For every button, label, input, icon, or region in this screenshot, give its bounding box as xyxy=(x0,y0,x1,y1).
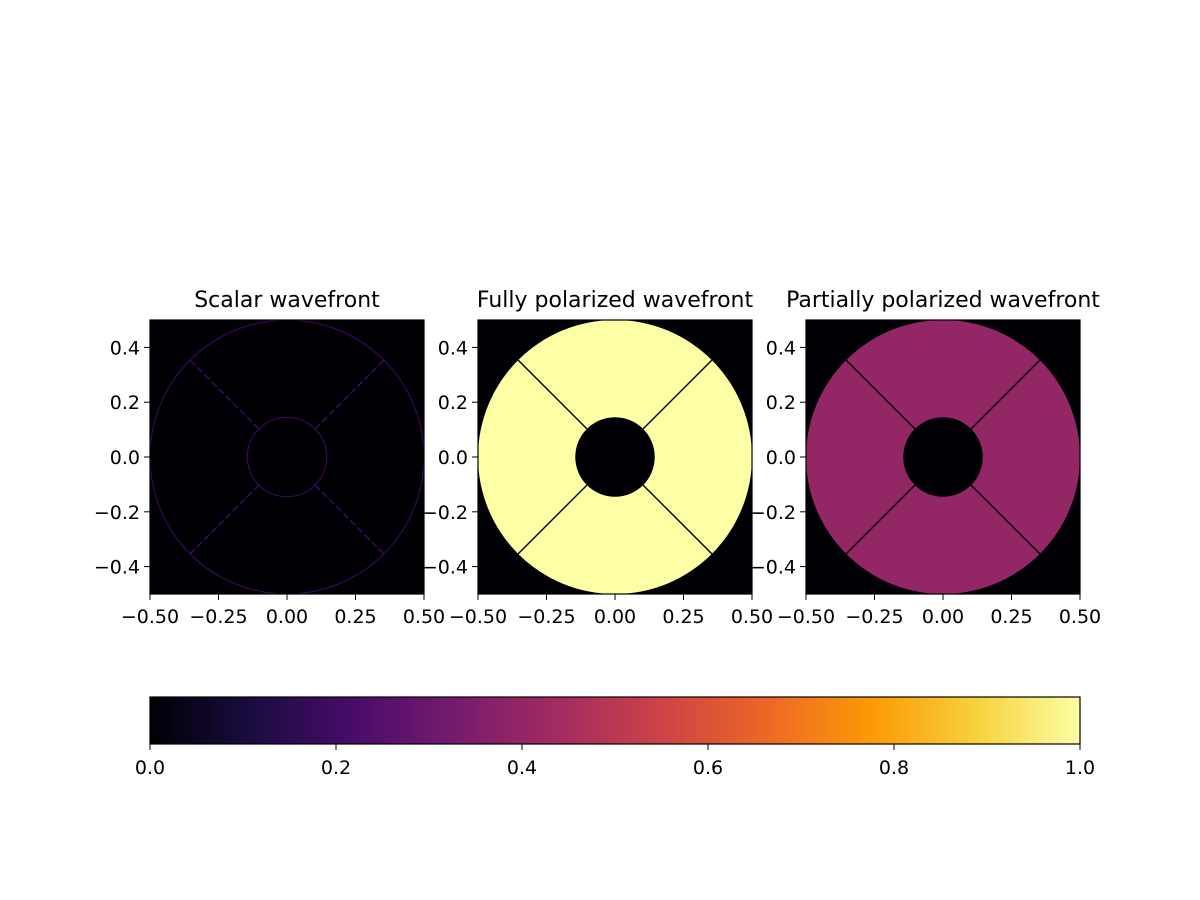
y-tick-label: 0.4 xyxy=(766,337,796,359)
spider-vane xyxy=(845,359,916,430)
y-tick-label: 0.0 xyxy=(766,447,796,469)
x-tick-label: −0.50 xyxy=(449,606,507,628)
x-tick-label: −0.50 xyxy=(121,606,179,628)
x-tick-label: 0.00 xyxy=(594,606,636,628)
spider-vane xyxy=(517,359,588,430)
y-tick-label: −0.4 xyxy=(750,557,796,579)
colorbar-tick-label: 0.2 xyxy=(321,757,351,779)
y-tick-label: −0.4 xyxy=(422,557,468,579)
central-obscuration xyxy=(903,417,983,497)
x-tick-label: −0.25 xyxy=(517,606,575,628)
y-tick-label: 0.4 xyxy=(110,337,140,359)
spider-vane xyxy=(314,359,385,430)
y-tick-label: −0.2 xyxy=(422,502,468,524)
colorbar-gradient xyxy=(149,696,1081,745)
y-tick-label: 0.4 xyxy=(438,337,468,359)
x-tick-label: −0.50 xyxy=(777,606,835,628)
x-tick-label: 0.00 xyxy=(922,606,964,628)
x-tick-label: 0.25 xyxy=(990,606,1032,628)
x-tick-label: 0.00 xyxy=(266,606,308,628)
panel-1: Scalar wavefront −0.50 −0.25 0.00 0.25 0.50 0.… xyxy=(94,288,445,628)
spider-vane xyxy=(189,484,260,555)
x-tick-label: 0.25 xyxy=(662,606,704,628)
y-tick-label: −0.4 xyxy=(94,557,140,579)
spider-vane xyxy=(189,359,260,430)
y-tick-label: 0.2 xyxy=(438,392,468,414)
central-obscuration xyxy=(246,416,328,498)
x-tick-label: 0.25 xyxy=(334,606,376,628)
colorbar-tick-label: 0.4 xyxy=(507,757,537,779)
y-tick-label: 0.2 xyxy=(766,392,796,414)
panel-title: Scalar wavefront xyxy=(194,288,380,313)
panel-3: Partially polarized wavefront −0.50 −0.25 0… xyxy=(750,288,1101,628)
spider-vane xyxy=(970,484,1041,555)
colorbar-tick-label: 1.0 xyxy=(1065,757,1095,779)
spider-vane xyxy=(642,484,713,555)
panel-2: Fully polarized wavefront −0.50 −0.25 0.00 0… xyxy=(422,288,773,628)
x-tick-label: −0.25 xyxy=(189,606,247,628)
spider-vane xyxy=(845,484,916,555)
y-tick-label: 0.2 xyxy=(110,392,140,414)
spider-vane xyxy=(314,484,385,555)
x-tick-label: 0.50 xyxy=(1059,606,1101,628)
colorbar-tick-label: 0.0 xyxy=(135,757,165,779)
colorbar-tick-label: 0.8 xyxy=(879,757,909,779)
colorbar: 0.0 0.2 0.4 0.6 0.8 1.0 xyxy=(135,696,1095,779)
central-obscuration xyxy=(575,417,655,497)
spider-vane xyxy=(970,359,1041,430)
x-tick-label: 0.50 xyxy=(403,606,445,628)
panel-title: Partially polarized wavefront xyxy=(786,288,1100,313)
x-tick-label: 0.50 xyxy=(731,606,773,628)
y-tick-label: −0.2 xyxy=(94,502,140,524)
colorbar-tick-label: 0.6 xyxy=(693,757,723,779)
y-tick-label: −0.2 xyxy=(750,502,796,524)
panel-title: Fully polarized wavefront xyxy=(477,288,754,313)
y-tick-label: 0.0 xyxy=(110,447,140,469)
spider-vane xyxy=(642,359,713,430)
x-tick-label: −0.25 xyxy=(845,606,903,628)
spider-vane xyxy=(517,484,588,555)
y-tick-label: 0.0 xyxy=(438,447,468,469)
